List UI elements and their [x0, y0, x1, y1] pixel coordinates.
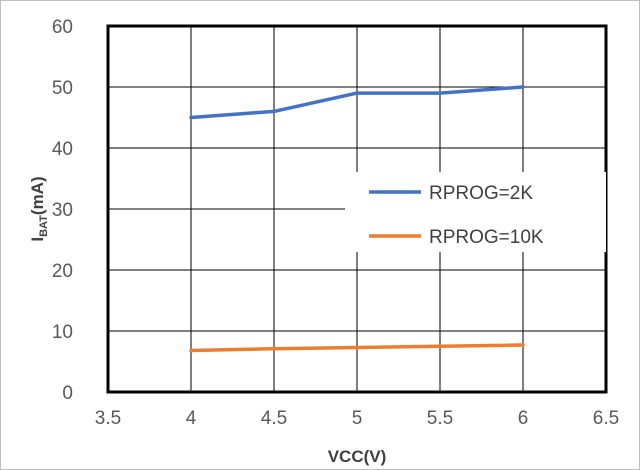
y-tick-label: 30 [52, 200, 73, 221]
y-tick-labels: 0 10 20 30 40 50 60 [52, 17, 73, 404]
y-tick-label: 40 [52, 139, 73, 160]
y-axis-title-subscript: BAT [38, 215, 50, 237]
data-point [272, 109, 276, 113]
data-point [521, 85, 525, 89]
data-point [355, 345, 359, 349]
data-point [438, 344, 442, 348]
x-tick-label: 6.5 [593, 408, 619, 429]
x-tick-label: 3.5 [95, 408, 121, 429]
x-tick-label: 6 [518, 408, 529, 429]
y-tick-label: 60 [52, 17, 73, 38]
x-tick-label: 4.5 [261, 408, 287, 429]
data-point [438, 91, 442, 95]
x-tick-label: 5.5 [427, 408, 453, 429]
data-point [189, 116, 193, 119]
y-tick-label: 0 [62, 383, 73, 404]
data-point [272, 347, 276, 351]
y-tick-label: 20 [52, 261, 73, 282]
gridlines [108, 26, 606, 392]
y-tick-label: 50 [52, 78, 73, 99]
legend-background [345, 172, 606, 252]
x-axis-title: VCC(V) [328, 447, 387, 466]
legend: RPROG=2K RPROG=10K [345, 172, 606, 252]
y-axis-title: IBAT(mA) [28, 176, 50, 241]
legend-label-1: RPROG=2K [429, 183, 533, 204]
data-point [355, 91, 359, 95]
series-lines [189, 85, 525, 353]
y-axis-title-unit: (mA) [28, 176, 47, 215]
legend-label-2: RPROG=10K [429, 227, 544, 248]
y-axis-title-main: I [28, 237, 47, 242]
y-tick-label: 10 [52, 322, 73, 343]
x-tick-label: 4 [186, 408, 197, 429]
x-tick-labels: 3.5 4 4.5 5 5.5 6 6.5 [95, 408, 619, 429]
data-point [521, 343, 525, 347]
x-tick-label: 5 [352, 408, 363, 429]
data-point [189, 349, 193, 353]
